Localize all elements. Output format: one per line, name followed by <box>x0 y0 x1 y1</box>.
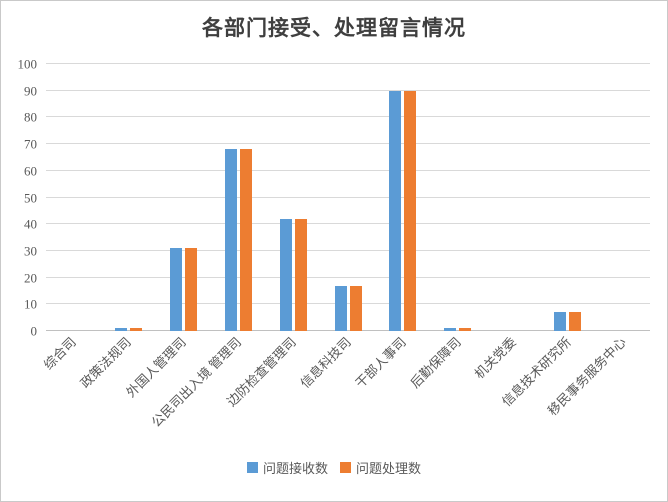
y-tick-label-60: 60 <box>24 163 37 179</box>
bar-series2-cat8 <box>459 328 472 331</box>
bar-series2-cat10 <box>569 312 582 331</box>
legend-item-2: 问题处理数 <box>340 458 421 477</box>
legend-item-1: 问题接收数 <box>246 458 328 477</box>
gridline-80 <box>46 116 650 118</box>
y-tick-label-90: 90 <box>24 83 37 99</box>
bar-series2-cat4 <box>239 149 252 331</box>
y-tick-label-50: 50 <box>24 190 37 205</box>
y-tick-label-10: 10 <box>24 296 37 312</box>
gridline-60 <box>46 169 650 171</box>
plot-area: 0 10 20 30 40 50 60 70 80 90 100 综合司 政策法规司 外国人管理司 公民司… <box>18 58 650 430</box>
gridline-70 <box>46 143 650 145</box>
bar-series2-cat6 <box>349 285 362 331</box>
gridline-30 <box>46 249 650 251</box>
bar-series1-cat5 <box>279 218 292 331</box>
y-tick-label-30: 30 <box>24 243 37 259</box>
gridline-90 <box>46 89 650 91</box>
x-category-label-1: 综合司 <box>41 334 80 373</box>
gridline-10 <box>46 303 650 305</box>
bar-series2-cat3 <box>184 248 197 331</box>
gridline-50 <box>46 196 650 198</box>
legend-label-1: 问题接收数 <box>262 461 328 476</box>
y-tick-label-80: 80 <box>24 109 37 125</box>
chart-title: 各部门接受、处理留言情况 <box>202 16 466 40</box>
bar-series1-cat10 <box>554 312 567 331</box>
y-tick-label-40: 40 <box>24 216 37 232</box>
bar-series2-cat2 <box>129 328 142 331</box>
y-tick-label-0: 0 <box>30 323 38 339</box>
legend-swatch-icon <box>340 462 351 473</box>
y-tick-label-70: 70 <box>24 136 37 152</box>
y-tick-label-100: 100 <box>17 56 38 72</box>
legend-label-2: 问题处理数 <box>356 461 422 476</box>
x-category-label-2: 政策法规司 <box>77 334 135 391</box>
legend: 问题接收数 问题处理数 <box>1 458 667 477</box>
bar-series1-cat8 <box>444 328 457 331</box>
x-category-label-9: 机关党委 <box>471 334 519 382</box>
x-category-label-8: 后勤保障司 <box>407 334 464 391</box>
bar-series1-cat2 <box>114 328 127 331</box>
bar-series2-cat5 <box>294 218 307 331</box>
gridline-20 <box>46 276 650 278</box>
x-category-label-6: 信息科技司 <box>297 334 354 391</box>
y-tick-label-20: 20 <box>24 270 37 286</box>
x-category-label-7: 干部人事司 <box>352 334 409 391</box>
bar-series2-cat7 <box>404 90 417 331</box>
bar-series1-cat6 <box>334 285 347 331</box>
gridline-40 <box>46 223 650 225</box>
gridline-100 <box>46 63 650 64</box>
x-axis-line <box>46 330 650 331</box>
bar-series1-cat7 <box>389 90 402 331</box>
legend-swatch-icon <box>246 462 258 473</box>
bar-series1-cat4 <box>224 149 237 331</box>
bar-series1-cat3 <box>169 248 182 331</box>
